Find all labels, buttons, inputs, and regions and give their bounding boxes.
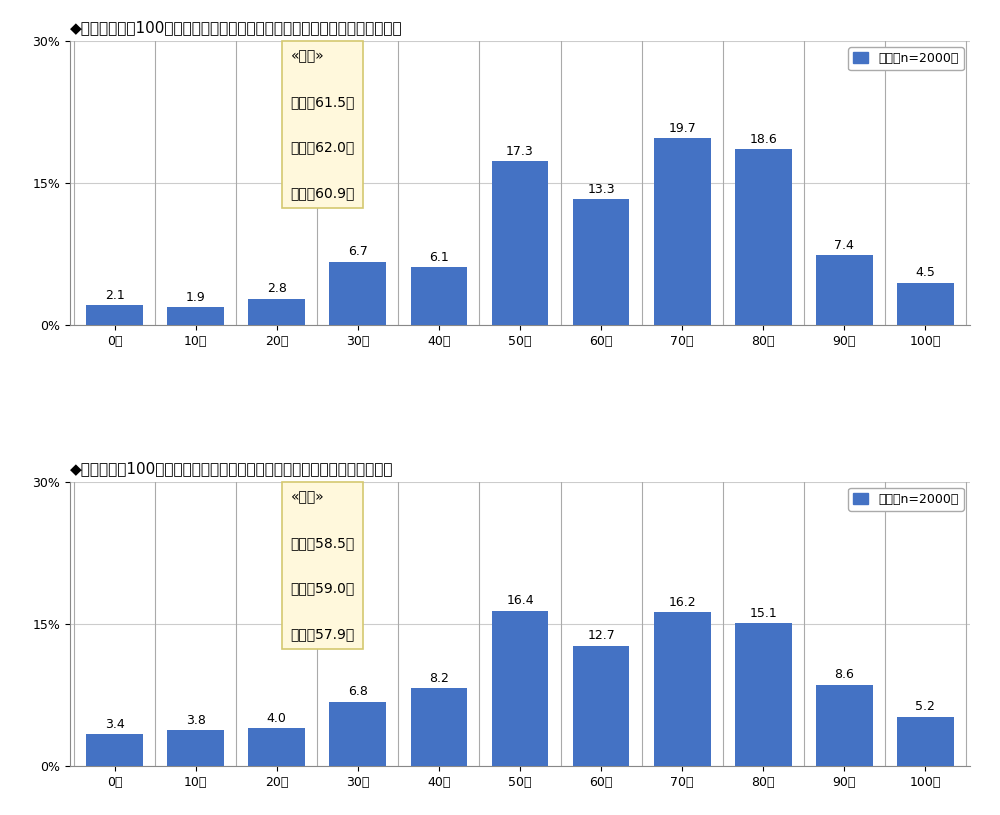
Text: 2.1: 2.1: [105, 289, 124, 302]
Bar: [86, 734, 143, 766]
Bar: [897, 283, 954, 325]
Bar: [735, 623, 792, 766]
Bar: [735, 149, 792, 325]
Bar: [411, 689, 467, 766]
Text: 3.8: 3.8: [186, 714, 206, 727]
Bar: [86, 306, 143, 325]
Text: 3.4: 3.4: [105, 717, 124, 730]
Text: «平均»

全体：58.5点

男性：59.0点

女性：57.9点: «平均» 全体：58.5点 男性：59.0点 女性：57.9点: [290, 490, 355, 641]
Bar: [816, 255, 873, 325]
Text: 6.1: 6.1: [429, 251, 449, 264]
Text: 16.4: 16.4: [506, 594, 534, 607]
Text: 19.7: 19.7: [668, 122, 696, 135]
Bar: [167, 307, 224, 325]
Text: 2.8: 2.8: [267, 282, 287, 295]
Bar: [573, 645, 629, 766]
Text: 12.7: 12.7: [587, 629, 615, 642]
Bar: [248, 728, 305, 766]
Bar: [654, 139, 711, 325]
Text: 13.3: 13.3: [587, 183, 615, 196]
Text: 16.2: 16.2: [668, 597, 696, 609]
Text: 4.0: 4.0: [267, 711, 287, 725]
Text: 18.6: 18.6: [749, 133, 777, 146]
Legend: 全体【n=2000】: 全体【n=2000】: [848, 488, 964, 511]
Bar: [329, 262, 386, 325]
Text: 17.3: 17.3: [506, 145, 534, 158]
Text: 6.8: 6.8: [348, 685, 368, 698]
Text: 5.2: 5.2: [915, 700, 935, 713]
Text: 7.4: 7.4: [834, 239, 854, 252]
Text: 6.7: 6.7: [348, 245, 368, 258]
Text: ◆心の健康を100点満点で自己採点すると何点になるか　（単一回答形式）: ◆心の健康を100点満点で自己採点すると何点になるか （単一回答形式）: [70, 461, 394, 476]
Text: 8.6: 8.6: [834, 668, 854, 681]
Bar: [654, 613, 711, 766]
Text: ◆身体の健康を100点満点で自己採点すると何点になるか　（単一回答形式）: ◆身体の健康を100点満点で自己採点すると何点になるか （単一回答形式）: [70, 20, 403, 35]
Bar: [897, 717, 954, 766]
Legend: 全体【n=2000】: 全体【n=2000】: [848, 47, 964, 70]
Text: 1.9: 1.9: [186, 291, 206, 304]
Bar: [248, 298, 305, 325]
Bar: [411, 267, 467, 325]
Text: 8.2: 8.2: [429, 672, 449, 685]
Bar: [573, 199, 629, 325]
Text: «平均»

全体：61.5点

男性：62.0点

女性：60.9点: «平均» 全体：61.5点 男性：62.0点 女性：60.9点: [290, 49, 355, 200]
Bar: [816, 685, 873, 766]
Bar: [167, 730, 224, 766]
Bar: [329, 702, 386, 766]
Bar: [492, 610, 548, 766]
Text: 4.5: 4.5: [915, 267, 935, 280]
Text: 15.1: 15.1: [749, 606, 777, 619]
Bar: [492, 161, 548, 325]
